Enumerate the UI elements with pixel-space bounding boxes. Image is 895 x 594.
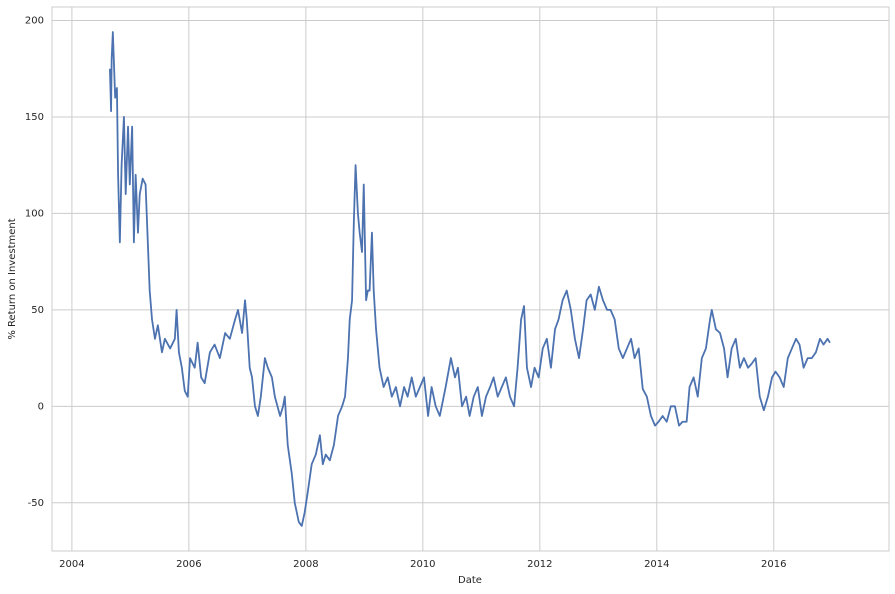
y-tick-label: 150 — [25, 112, 44, 123]
y-tick-label: 0 — [38, 401, 44, 412]
x-tick-label: 2014 — [644, 559, 669, 570]
plot-area — [51, 6, 890, 552]
y-tick-label: 200 — [25, 16, 44, 27]
x-tick-label: 2012 — [527, 559, 552, 570]
x-tick-label: 2008 — [293, 559, 318, 570]
x-tick-label: 2010 — [410, 559, 435, 570]
x-tick-label: 2004 — [59, 559, 84, 570]
x-tick-label: 2016 — [761, 559, 786, 570]
y-tick-label: 50 — [31, 305, 44, 316]
x-tick-label: 2006 — [176, 559, 201, 570]
x-axis-label: Date — [458, 575, 482, 586]
y-tick-label: 100 — [25, 208, 44, 219]
y-tick-label: -50 — [28, 498, 44, 509]
y-axis-label: % Return on Investment — [7, 218, 18, 339]
data-line — [109, 31, 831, 527]
